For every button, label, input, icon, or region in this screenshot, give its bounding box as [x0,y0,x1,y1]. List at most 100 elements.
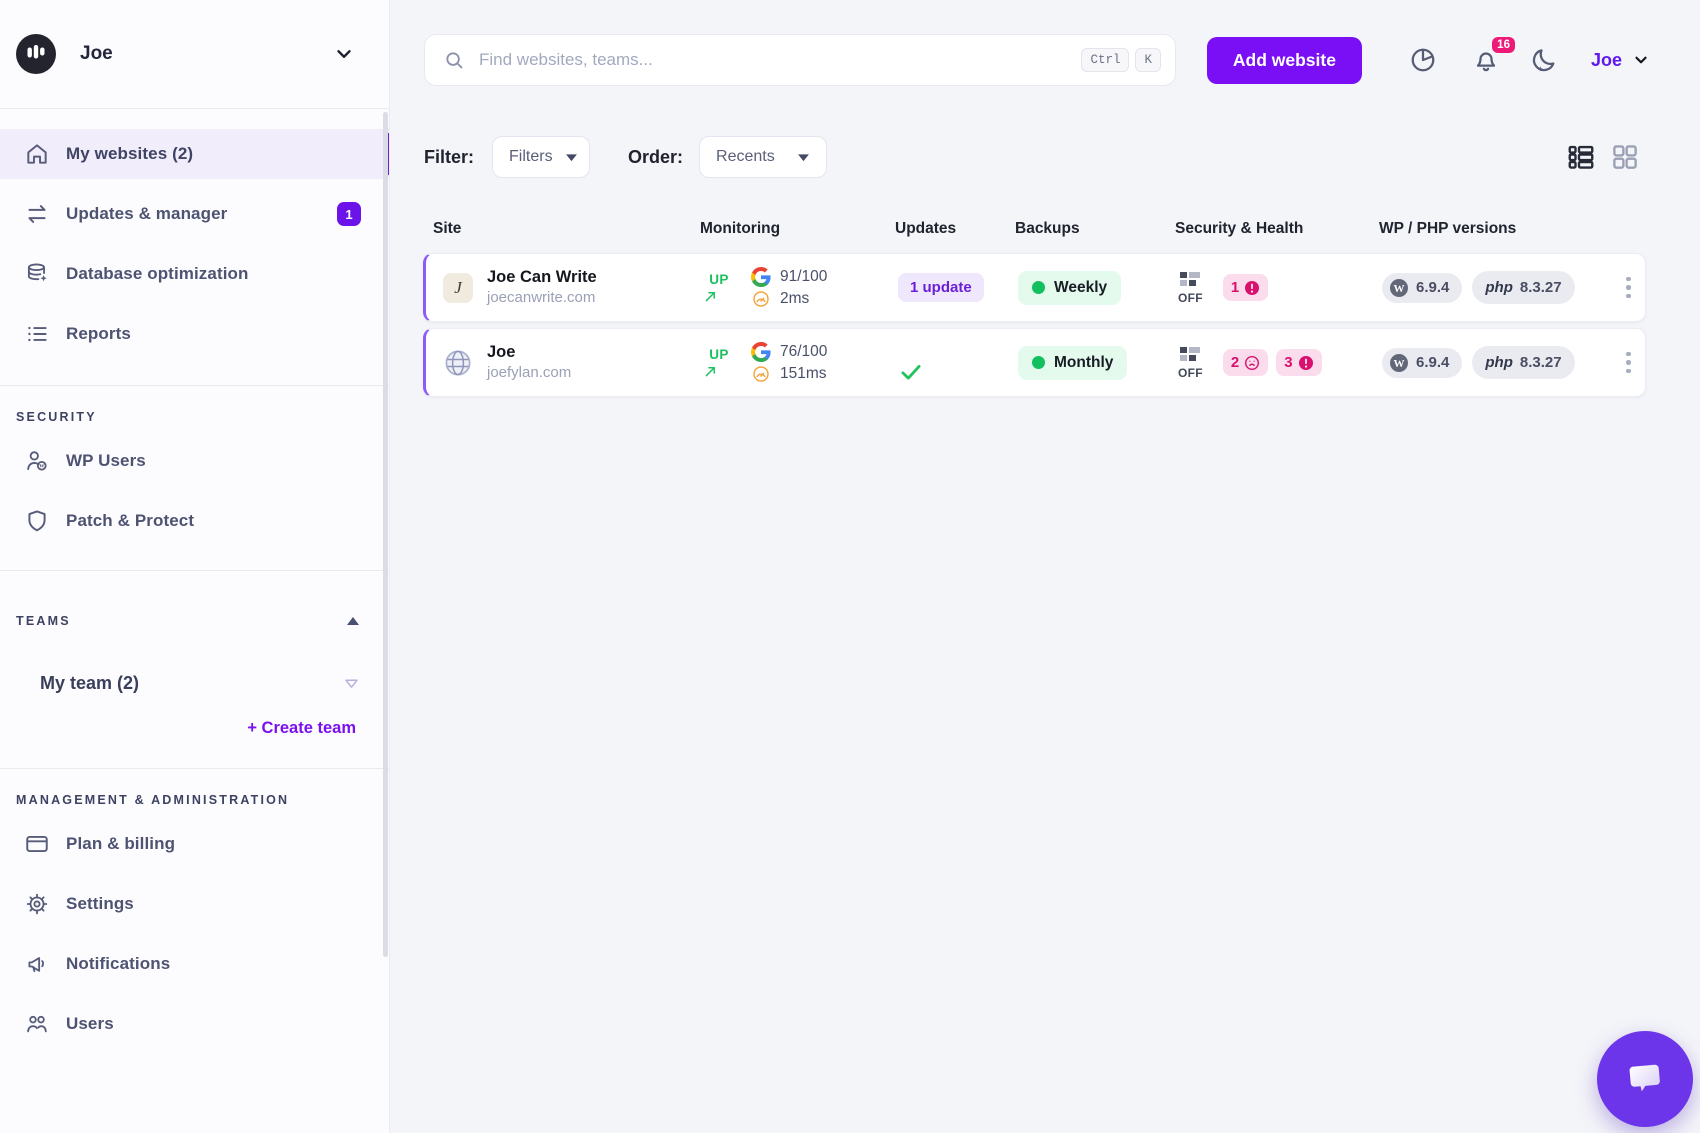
sidebar-item-label: Settings [66,894,134,913]
row-actions-menu-button[interactable] [1608,271,1649,305]
sidebar-item-reports[interactable]: Reports [0,309,389,359]
credit-card-icon [24,831,50,857]
sidebar-item-settings[interactable]: Settings [0,879,389,929]
chevron-down-icon [1632,51,1650,69]
column-header-security-health: Security & Health [1175,220,1304,237]
caret-down-icon [565,153,578,162]
site-favicon: J [443,272,473,303]
sidebar-item-my-websites[interactable]: My websites (2) [0,129,389,179]
section-title-security: SECURITY [16,410,97,424]
sidebar-item-users[interactable]: Users [0,999,389,1049]
notifications-button[interactable]: 16 [1471,37,1515,75]
security-scan-toggle[interactable]: OFF [1178,345,1203,380]
security-scan-toggle[interactable]: OFF [1178,270,1203,305]
backup-frequency-badge[interactable]: Weekly [1018,270,1122,305]
backup-frequency-badge[interactable]: Monthly [1018,345,1128,380]
exclamation-circle-icon [1245,280,1260,295]
security-alert-badge[interactable]: 1 [1222,274,1269,301]
filters-dropdown[interactable]: Filters [492,136,591,178]
backup-status-dot [1032,281,1045,294]
transfer-arrows-icon [24,201,50,227]
uptime-status: UP [703,271,735,304]
shield-icon [24,508,50,534]
filter-label: Filter: [424,146,475,167]
sidebar-item-label: Database optimization [66,264,249,283]
column-header-updates: Updates [895,220,957,237]
primary-nav: My websites (2) Updates & manager 1 Data… [0,109,389,359]
site-row[interactable]: J Joe Can Write joecanwrite.com UP [423,253,1646,322]
filters-dropdown-label: Filters [509,148,553,165]
sidebar-item-label: Users [66,1014,114,1033]
teams-collapse-button[interactable] [345,615,361,627]
backup-status-dot [1032,356,1045,369]
response-time-metric: 2ms [751,289,827,309]
globe-favicon-icon [443,348,473,378]
list-view-icon [1568,145,1594,169]
exclamation-circle-icon [1298,355,1313,370]
sidebar-item-updates-manager[interactable]: Updates & manager 1 [0,189,389,239]
main-content: Ctrl K Add website 16 Joe Filter: Filter… [390,0,1700,1133]
list-view-toggle[interactable] [1566,142,1596,172]
workspace-switcher[interactable]: Joe [0,0,389,108]
order-dropdown[interactable]: Recents [699,136,828,178]
security-alert-badge[interactable]: 3 [1276,349,1322,376]
sidebar-item-label: WP Users [66,451,146,470]
create-team-button[interactable]: + Create team [247,719,356,737]
sidebar-item-label: Updates & manager [66,204,228,223]
column-header-backups: Backups [1015,220,1080,237]
toggle-rows-icon [1180,347,1201,361]
site-row[interactable]: Joe joefylan.com UP 76/100 [423,328,1646,397]
pie-chart-icon [1411,48,1435,72]
updates-available-badge[interactable]: 1 update [898,273,984,302]
chat-bubble-icon [1629,1064,1660,1092]
add-website-button[interactable]: Add website [1206,36,1362,84]
divider [0,108,389,109]
row-actions-menu-button[interactable] [1608,346,1649,380]
sidebar-item-database-optimization[interactable]: Database optimization [0,249,389,299]
site-domain: joefylan.com [487,364,572,382]
table-header: Site Monitoring Updates Backups Security… [423,214,1646,244]
updates-count-badge: 1 [337,202,361,226]
php-version-pill: php 8.3.27 [1472,346,1575,379]
megaphone-icon [24,951,50,977]
sidebar-item-label: Notifications [66,954,171,973]
wp-user-icon: W [24,448,50,474]
sidebar-item-notifications[interactable]: Notifications [0,939,389,989]
google-icon [751,341,771,362]
column-header-site: Site [433,220,462,237]
list-icon [24,321,50,347]
sidebar-item-wp-users[interactable]: W WP Users [0,436,389,486]
sidebar-item-my-team[interactable]: My team (2) [0,661,389,705]
usage-pie-button[interactable] [1408,45,1438,75]
bell-icon [1476,52,1496,72]
chat-launcher-button[interactable] [1597,1031,1693,1127]
gauge-icon [751,364,771,384]
workspace-name: Joe [80,43,113,64]
dark-mode-toggle[interactable] [1529,45,1559,75]
site-name-link[interactable]: Joe [487,342,516,361]
section-title-management: MANAGEMENT & ADMINISTRATION [16,793,290,807]
security-warning-badge[interactable]: 2 [1222,349,1269,376]
sidebar-scrollbar[interactable] [383,112,388,957]
toggle-rows-icon [1180,272,1201,286]
search-input[interactable] [479,50,1076,70]
grid-view-toggle[interactable] [1610,142,1640,172]
notification-count-badge: 16 [1492,37,1515,53]
sidebar: Joe My websites (2) Updates & manager 1 … [0,0,390,1133]
wp-umbrella-logo-icon [16,34,56,74]
arrow-up-right-icon [703,289,735,304]
filter-toolbar: Filter: Filters Order: Recents [424,136,1640,178]
user-menu[interactable]: Joe [1591,50,1650,71]
topbar: Ctrl K Add website 16 Joe [424,34,1650,86]
sidebar-item-patch-protect[interactable]: Patch & Protect [0,496,389,546]
users-group-icon [24,1011,50,1037]
response-time-metric: 151ms [751,364,827,384]
arrow-up-right-icon [703,364,735,379]
sidebar-item-plan-billing[interactable]: Plan & billing [0,819,389,869]
database-icon [24,261,50,287]
order-dropdown-value: Recents [716,148,775,165]
wp-version-pill: W 6.9.4 [1382,272,1463,303]
divider [0,385,389,386]
site-name-link[interactable]: Joe Can Write [487,267,597,286]
pagespeed-metric: 91/100 [751,266,827,287]
